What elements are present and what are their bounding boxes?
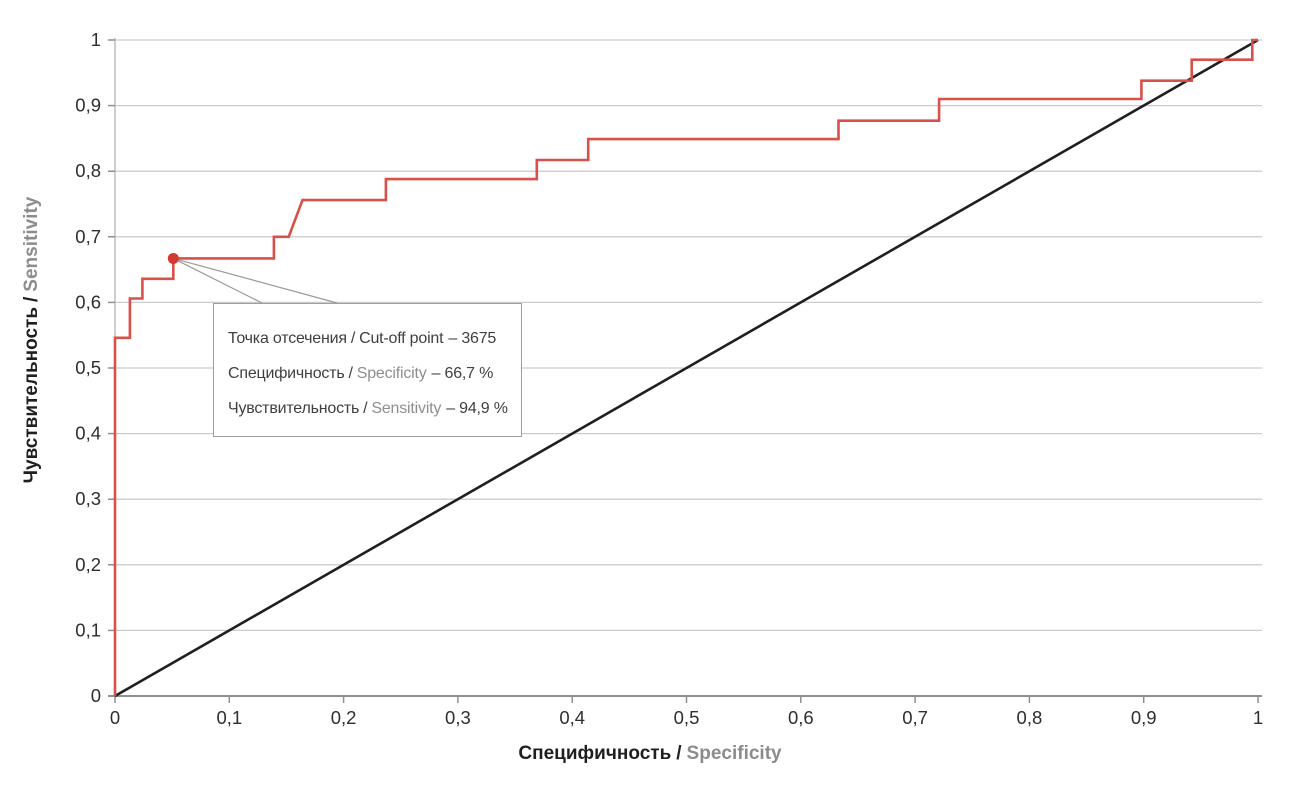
- annotation-value: – 66,7 %: [431, 364, 494, 382]
- annotation-separator: /: [348, 364, 353, 382]
- y-tick-label: 0,4: [75, 423, 101, 444]
- reference-diagonal: [114, 38, 1259, 698]
- annotation-ru-label: Точка отсечения: [228, 329, 347, 347]
- y-tick-label: 0,2: [75, 554, 101, 575]
- x-tick-label: 0,4: [559, 707, 585, 728]
- x-tick-label: 0,7: [902, 707, 928, 728]
- y-axis-title-separator: /: [21, 296, 42, 302]
- x-axis-title-ru: Специфичность: [518, 743, 672, 764]
- y-tick-label: 1: [91, 29, 101, 50]
- annotation-value: – 94,9 %: [446, 399, 508, 417]
- annotation-ru-label: Чувствительность: [228, 399, 360, 417]
- x-axis-title-separator: /: [676, 743, 682, 764]
- y-tick-label: 0,5: [75, 357, 101, 378]
- x-tick-label: 0,3: [445, 707, 471, 728]
- cutoff-point-marker: [167, 252, 179, 264]
- x-tick-label: 0,9: [1131, 707, 1157, 728]
- annotation-separator: /: [350, 329, 356, 347]
- annotation-line-cutoff: Точка отсечения / Cut-off point – 3675: [228, 321, 517, 356]
- x-tick-label: 0: [110, 707, 120, 728]
- x-tick-label: 0,6: [788, 707, 814, 728]
- y-tick-group: 0 0,1 0,2 0,3 0,4 0,5 0,6 0,7 0,8 0,9 1: [75, 29, 115, 706]
- y-tick-label: 0: [91, 685, 101, 706]
- x-tick-label: 0,8: [1017, 707, 1043, 728]
- annotation-ru-label: Специфичность: [228, 364, 345, 382]
- annotation-en-label: Cut-off point: [359, 329, 444, 347]
- x-axis-title-en: Specificity: [686, 743, 782, 764]
- x-tick-group: 0 0,1 0,2 0,3 0,4 0,5 0,6 0,7 0,8 0,9 1: [110, 696, 1263, 728]
- x-axis-title: Специфичность / Specificity: [0, 743, 1300, 765]
- x-tick-label: 0,2: [331, 707, 357, 728]
- y-axis-title-ru: Чувствительность: [21, 306, 42, 484]
- y-tick-label: 0,8: [75, 160, 101, 181]
- y-tick-label: 0,6: [75, 291, 101, 312]
- y-tick-label: 0,1: [75, 619, 101, 640]
- annotation-line-specificity: Специфичность / Specificity – 66,7 %: [228, 356, 517, 391]
- x-tick-label: 0,1: [216, 707, 242, 728]
- annotation-en-label: Specificity: [356, 364, 427, 382]
- y-tick-label: 0,9: [75, 95, 101, 116]
- x-tick-label: 0,5: [674, 707, 700, 728]
- cutoff-annotation: Точка отсечения / Cut-off point – 3675 Спец…: [213, 303, 522, 437]
- y-tick-label: 0,7: [75, 226, 101, 247]
- y-axis-title-en: Sensitivity: [21, 196, 42, 292]
- x-tick-label: 1: [1253, 707, 1263, 728]
- annotation-en-label: Sensitivity: [371, 399, 442, 417]
- y-axis-title: Чувствительность / Sensitivity: [21, 197, 43, 484]
- roc-curve: [113, 38, 1258, 696]
- annotation-separator: /: [363, 399, 368, 417]
- annotation-value: – 3675: [448, 329, 497, 347]
- leader-lines: [173, 257, 338, 304]
- annotation-line-sensitivity: Чувствительность / Sensitivity – 94,9 %: [228, 391, 517, 426]
- y-tick-label: 0,3: [75, 488, 101, 509]
